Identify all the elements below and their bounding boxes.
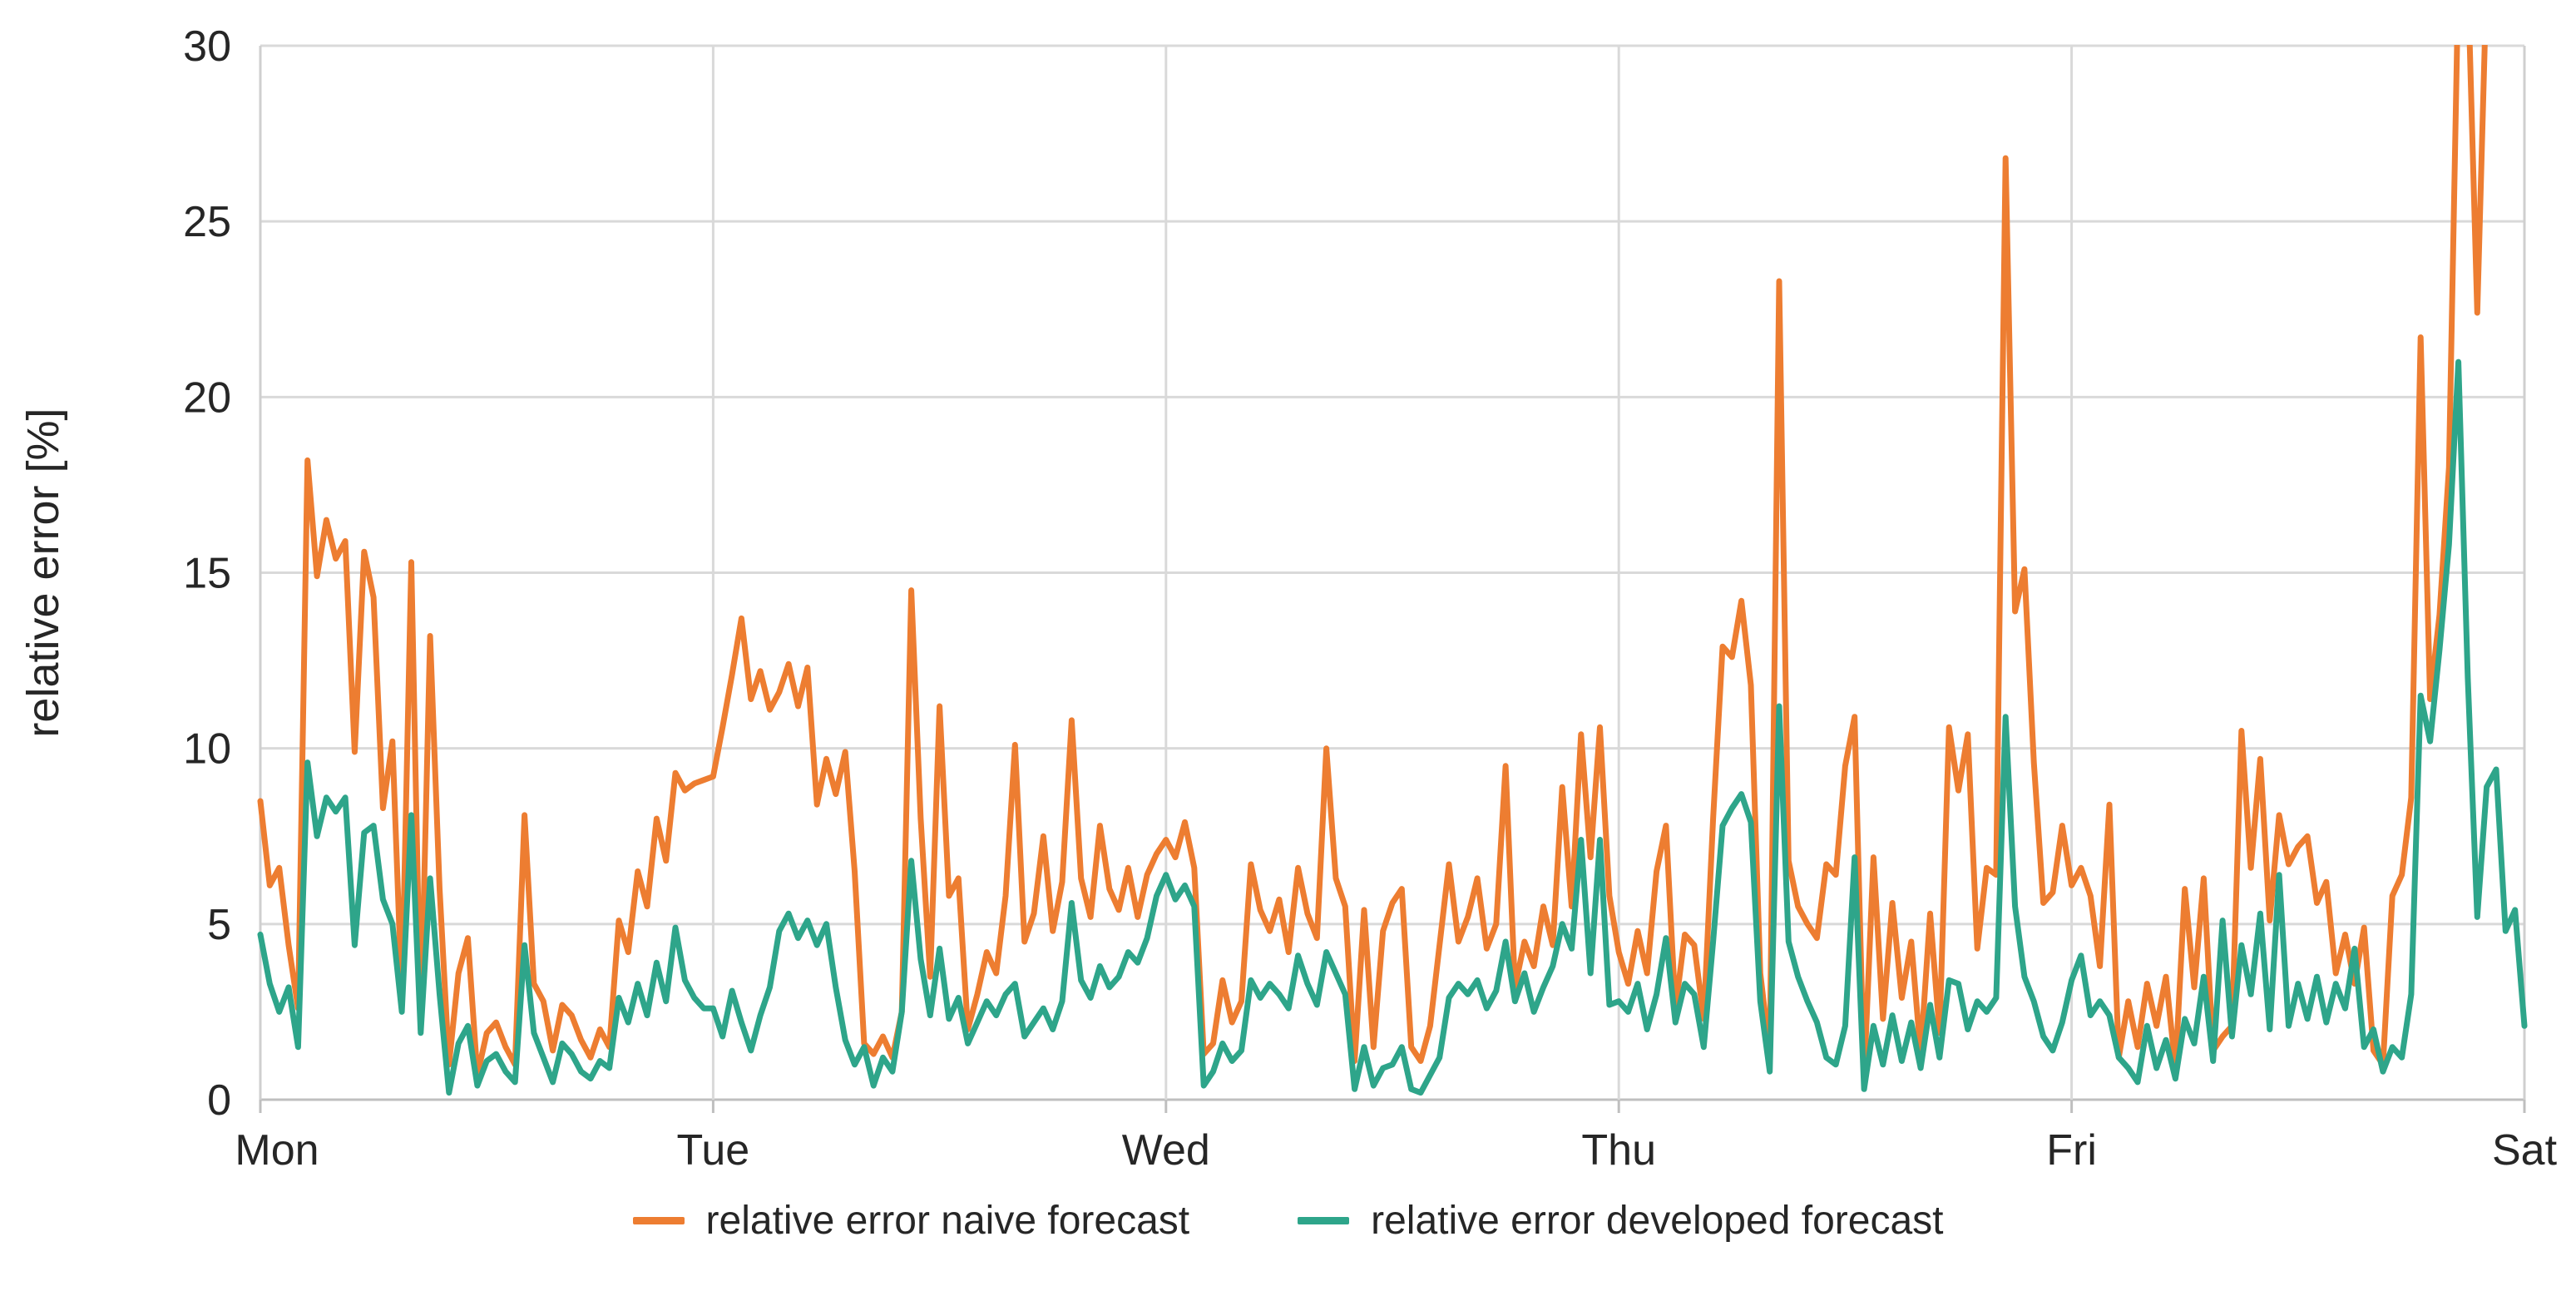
- developed-forecast-line-swatch: [1298, 1217, 1350, 1224]
- x-axis-label-fri: Fri: [2046, 1126, 2097, 1175]
- chart-legend: relative error naive forecast relative e…: [0, 1198, 2576, 1244]
- legend-label-naive-forecast: relative error naive forecast: [705, 1199, 1190, 1243]
- x-axis-label-wed: Wed: [1122, 1126, 1210, 1175]
- y-tick-label-20: 20: [183, 373, 231, 422]
- y-tick-label-25: 25: [183, 198, 231, 246]
- y-tick-label-15: 15: [183, 550, 231, 598]
- legend-label-developed-forecast: relative error developed forecast: [1371, 1199, 1944, 1243]
- x-axis-label-thu: Thu: [1581, 1126, 1656, 1175]
- series-line-naive-forecast: [257, 45, 2488, 1082]
- legend-item-developed-forecast: relative error developed forecast: [1298, 1198, 1943, 1244]
- legend-item-naive-forecast: relative error naive forecast: [632, 1198, 1190, 1244]
- y-tick-label-30: 30: [183, 22, 231, 71]
- x-axis-label-tue: Tue: [677, 1126, 750, 1175]
- y-tick-label-10: 10: [183, 725, 231, 774]
- x-axis-label-mon: Mon: [235, 1126, 319, 1175]
- naive-forecast-line-swatch: [632, 1217, 685, 1224]
- x-axis-label-sat: Sat: [2492, 1126, 2558, 1175]
- y-axis-title: relative error [%]: [18, 408, 68, 737]
- y-tick-label-5: 5: [207, 901, 231, 949]
- series-line-developed-forecast: [257, 359, 2528, 1096]
- y-tick-label-0: 0: [207, 1076, 231, 1125]
